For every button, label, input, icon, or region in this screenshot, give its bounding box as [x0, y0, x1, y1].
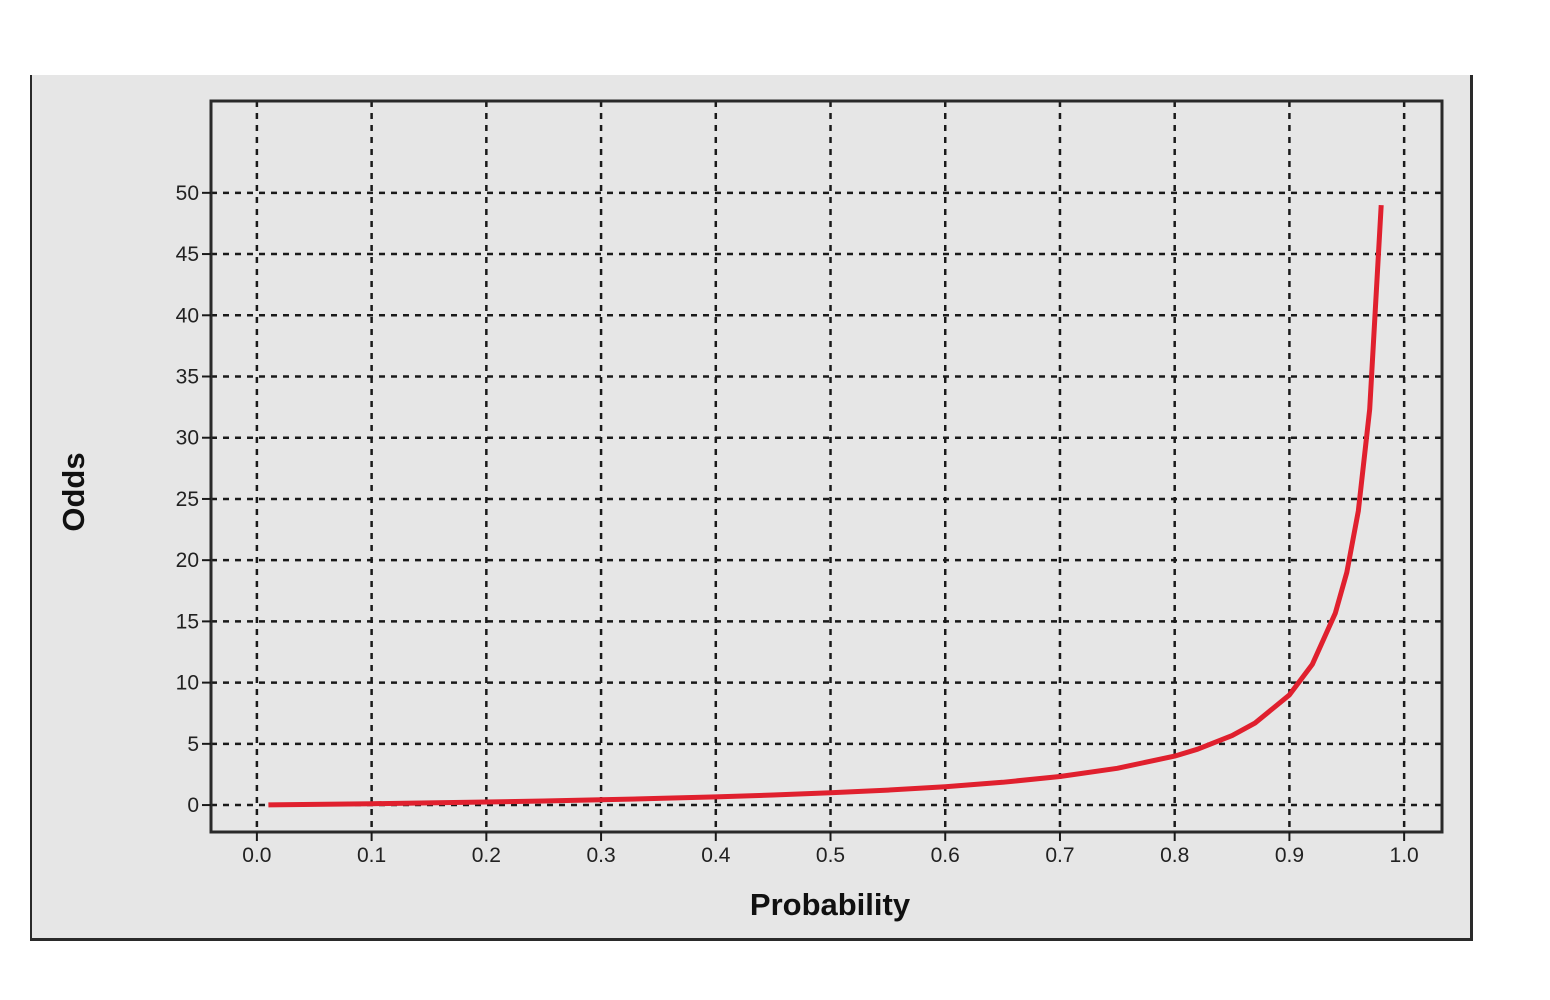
x-tick-label: 0.2: [472, 844, 501, 867]
x-tick-label: 0.7: [1045, 844, 1074, 867]
y-tick-label: 40: [176, 304, 199, 327]
y-tick-label: 30: [176, 427, 199, 450]
x-tick-label: 0.0: [242, 844, 271, 867]
x-axis-label: Probability: [750, 887, 911, 922]
y-axis-label: Odds: [56, 452, 91, 531]
x-tick-label: 1.0: [1390, 844, 1419, 867]
x-tick-label: 0.5: [816, 844, 845, 867]
y-tick-label: 50: [176, 182, 199, 205]
x-tick-label: 0.1: [357, 844, 386, 867]
x-tick-label: 0.9: [1275, 844, 1304, 867]
y-tick-label: 25: [176, 488, 199, 511]
x-tick-label: 0.6: [931, 844, 960, 867]
x-tick-label: 0.8: [1160, 844, 1189, 867]
x-tick-label: 0.3: [586, 844, 615, 867]
y-tick-label: 15: [176, 610, 199, 633]
grid: [211, 101, 1442, 832]
y-tick-label: 20: [176, 549, 199, 572]
plot-area: [209, 99, 1444, 834]
series-layer: [268, 204, 1384, 808]
y-tick-label: 0: [187, 794, 199, 817]
x-tick-label: 0.4: [701, 844, 731, 867]
y-tick-label: 5: [187, 733, 199, 756]
series-line-odds: [268, 204, 1384, 808]
y-axis-ticks: 0 5 10 15 20 25 30 35 40 45 50: [176, 182, 211, 817]
y-tick-label: 45: [176, 243, 199, 266]
x-axis-ticks: 0.0 0.1 0.2 0.3 0.4 0.5 0.6 0.7 0.8 0.9 1.0: [242, 832, 1419, 867]
y-tick-label: 10: [176, 672, 199, 695]
y-tick-label: 35: [176, 366, 199, 389]
